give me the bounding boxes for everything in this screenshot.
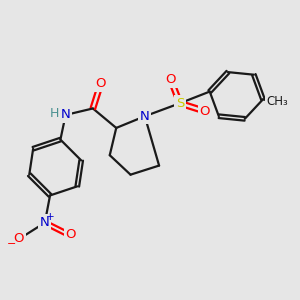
Text: N: N bbox=[61, 108, 70, 122]
Text: O: O bbox=[95, 77, 106, 90]
Text: S: S bbox=[176, 97, 184, 110]
Text: O: O bbox=[66, 228, 76, 241]
Text: O: O bbox=[14, 232, 24, 245]
Text: CH₃: CH₃ bbox=[266, 95, 288, 109]
Text: +: + bbox=[46, 212, 54, 222]
Text: N: N bbox=[40, 216, 50, 229]
Text: N: N bbox=[140, 110, 150, 123]
Text: H: H bbox=[50, 106, 59, 120]
Text: −: − bbox=[7, 239, 16, 249]
Text: O: O bbox=[166, 74, 176, 86]
Text: O: O bbox=[199, 105, 210, 118]
